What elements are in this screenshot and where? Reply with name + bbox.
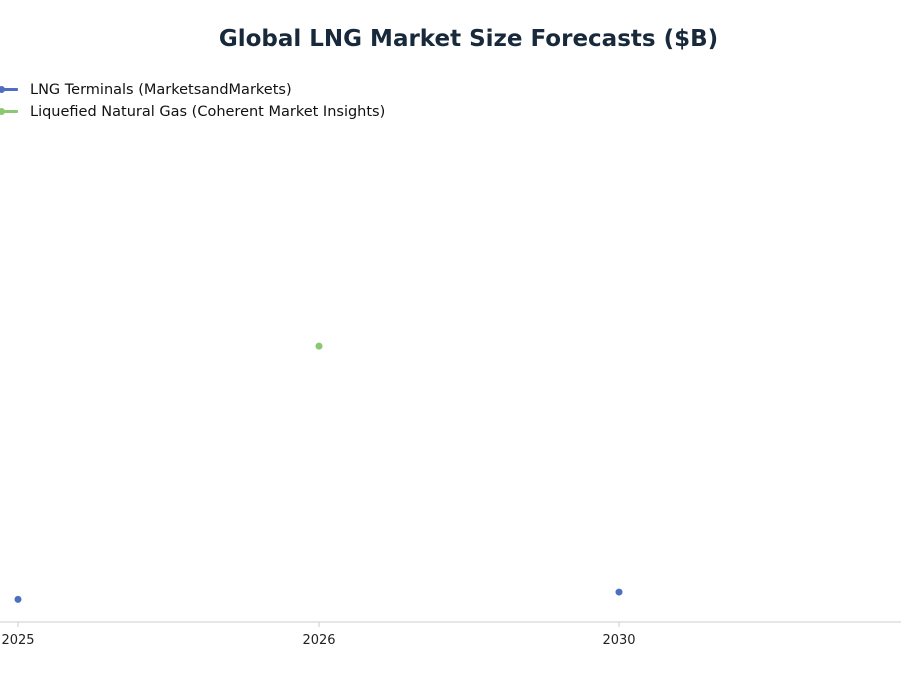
x-tick-label-2026: 2026 <box>302 633 335 648</box>
legend-swatch-lng-terminals <box>0 86 18 93</box>
legend-swatch-liquefied-natural-gas <box>0 108 18 115</box>
data-point-series-0-2025[interactable] <box>14 595 22 603</box>
x-tick-label-2030: 2030 <box>602 633 635 648</box>
data-point-series-1-2026[interactable] <box>315 342 323 350</box>
data-point-series-0-2030[interactable] <box>615 588 623 596</box>
x-tick-label-2025: 2025 <box>1 633 34 648</box>
legend-label-lng-terminals: LNG Terminals (MarketsandMarkets) <box>30 82 292 98</box>
legend-label-liquefied-natural-gas: Liquefied Natural Gas (Coherent Market I… <box>30 104 386 120</box>
chart-title: Global LNG Market Size Forecasts ($B) <box>218 26 719 52</box>
